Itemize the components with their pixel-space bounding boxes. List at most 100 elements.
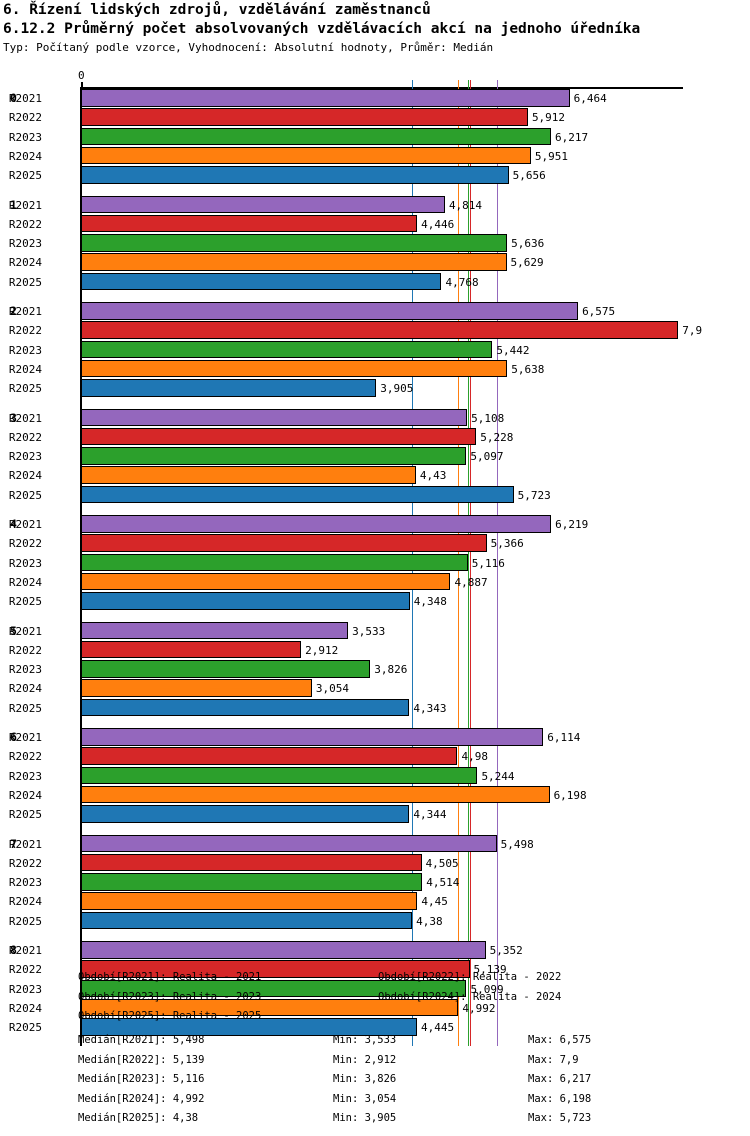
bar-r2025-group-4[interactable] <box>81 592 410 610</box>
series-row-label: R2024 <box>8 469 42 483</box>
bar-r2025-group-5[interactable] <box>81 698 410 717</box>
bar-value-label: 4,446 <box>421 217 455 231</box>
bar-r2022-group-3[interactable] <box>81 427 477 446</box>
bar-r2021-group-0[interactable] <box>81 89 570 107</box>
bar-value-label: 5,352 <box>489 944 523 957</box>
series-row-label: R2023 <box>8 450 42 464</box>
series-row-label: R2023 <box>8 876 42 890</box>
bar-value-label: 6,464 <box>573 92 607 105</box>
bar-value-label: 5,656 <box>512 169 546 183</box>
bar-value-label: 5,228 <box>480 430 514 444</box>
group-index-label: 2 <box>10 304 17 318</box>
series-row-label: R2022 <box>8 111 42 125</box>
bar-r2025-group-7[interactable] <box>81 911 413 930</box>
series-row-label: R2025 <box>8 382 42 396</box>
bar-r2021-group-8[interactable] <box>81 941 486 959</box>
series-row-label: R2025 <box>8 275 42 289</box>
bar-value-label: 5,139 <box>473 963 507 977</box>
group-index-label: 4 <box>10 517 17 531</box>
series-row-label: R2023 <box>8 663 42 677</box>
bar-value-label: 4,887 <box>454 575 488 589</box>
bar-r2021-group-2[interactable] <box>81 302 579 320</box>
bar-r2024-group-5[interactable] <box>81 679 312 697</box>
median-line-r2022 <box>470 80 471 1046</box>
bar-r2023-group-2[interactable] <box>81 340 493 359</box>
bar-r2025-group-0[interactable] <box>81 166 509 184</box>
bar-value-label: 4,814 <box>448 198 483 212</box>
bar-r2023-group-8[interactable] <box>81 979 467 998</box>
bar-r2025-group-1[interactable] <box>81 272 442 291</box>
bar-value-label: 5,498 <box>500 837 534 851</box>
series-row-label: R2024 <box>8 256 42 270</box>
group-index-label: 8 <box>10 943 17 957</box>
page-subtitle: Typ: Počítaný podle vzorce, Vyhodnocení:… <box>3 41 494 54</box>
bar-r2024-group-8[interactable] <box>81 998 459 1017</box>
bar-r2022-group-5[interactable] <box>81 640 302 659</box>
bar-value-label: 5,912 <box>531 111 566 125</box>
bar-r2022-group-2[interactable] <box>81 321 679 339</box>
bar-r2021-group-7[interactable] <box>81 834 497 852</box>
series-row-label: R2021 <box>8 92 42 105</box>
bar-r2022-group-7[interactable] <box>81 853 422 872</box>
bar-r2022-group-8[interactable] <box>81 960 470 978</box>
bar-value-label: 3,826 <box>374 663 408 677</box>
bar-r2022-group-0[interactable] <box>81 108 528 126</box>
bar-r2024-group-6[interactable] <box>81 785 550 804</box>
stat-min: Min: 3,826 <box>333 1073 397 1086</box>
series-row-label: R2023 <box>8 769 42 783</box>
bar-r2022-group-4[interactable] <box>81 534 487 552</box>
stat-max: Max: 5,723 <box>528 1112 592 1125</box>
bar-value-label: 4,348 <box>413 595 447 609</box>
bar-r2025-group-3[interactable] <box>81 485 514 504</box>
series-row-label: R2022 <box>8 856 42 870</box>
series-row-label: R2022 <box>8 430 42 444</box>
legend-item: Období[R2025]: Realita - 2025 <box>78 1010 262 1023</box>
bar-r2025-group-2[interactable] <box>81 379 377 397</box>
series-row-label: R2021 <box>8 411 42 425</box>
bar-r2023-group-3[interactable] <box>81 447 467 465</box>
bar-r2023-group-4[interactable] <box>81 553 468 572</box>
bar-value-label: 2,912 <box>305 643 339 657</box>
series-row-label: R2021 <box>8 837 42 851</box>
bar-r2021-group-6[interactable] <box>81 728 544 746</box>
bar-value-label: 5,951 <box>534 149 569 163</box>
stat-median: Medián[R2023]: 5,116 <box>78 1073 205 1086</box>
bar-r2023-group-7[interactable] <box>81 873 423 891</box>
series-row-label: R2023 <box>8 343 42 357</box>
series-row-label: R2024 <box>8 1001 42 1015</box>
bar-r2024-group-7[interactable] <box>81 892 418 910</box>
bar-r2023-group-0[interactable] <box>81 127 551 146</box>
series-row-label: R2025 <box>8 595 42 609</box>
bar-r2024-group-0[interactable] <box>81 146 531 165</box>
bar-r2021-group-4[interactable] <box>81 515 552 533</box>
bar-value-label: 4,98 <box>461 750 488 764</box>
x-axis-tick-0 <box>81 82 83 88</box>
group-index-label: 3 <box>10 410 17 425</box>
bar-r2025-group-8[interactable] <box>81 1018 418 1036</box>
bar-r2022-group-1[interactable] <box>81 214 418 233</box>
series-row-label: R2023 <box>8 237 42 251</box>
series-row-label: R2025 <box>8 169 42 183</box>
bar-r2022-group-6[interactable] <box>81 747 458 765</box>
series-row-label: R2023 <box>8 982 42 996</box>
series-row-label: R2022 <box>8 963 42 977</box>
bar-r2023-group-1[interactable] <box>81 234 508 252</box>
bar-r2021-group-1[interactable] <box>81 195 445 213</box>
series-row-label: R2023 <box>8 130 42 144</box>
bar-r2024-group-4[interactable] <box>81 572 451 591</box>
bar-r2025-group-6[interactable] <box>81 805 410 823</box>
bar-value-label: 7,9 <box>682 324 703 338</box>
bar-r2024-group-2[interactable] <box>81 359 508 378</box>
bar-r2023-group-6[interactable] <box>81 766 478 785</box>
group-index-label: 7 <box>10 836 17 851</box>
bar-r2023-group-5[interactable] <box>81 660 371 678</box>
stat-median: Medián[R2021]: 5,498 <box>78 1034 205 1046</box>
bar-r2024-group-1[interactable] <box>81 253 507 271</box>
bar-r2021-group-5[interactable] <box>81 621 349 639</box>
series-row-label: R2021 <box>8 518 42 531</box>
bar-value-label: 5,636 <box>511 237 545 251</box>
stat-median: Medián[R2025]: 4,38 <box>78 1112 199 1125</box>
bar-r2021-group-3[interactable] <box>81 408 468 426</box>
page-title-section: 6. Řízení lidských zdrojů, vzdělávání za… <box>3 2 431 18</box>
bar-r2024-group-3[interactable] <box>81 466 416 484</box>
